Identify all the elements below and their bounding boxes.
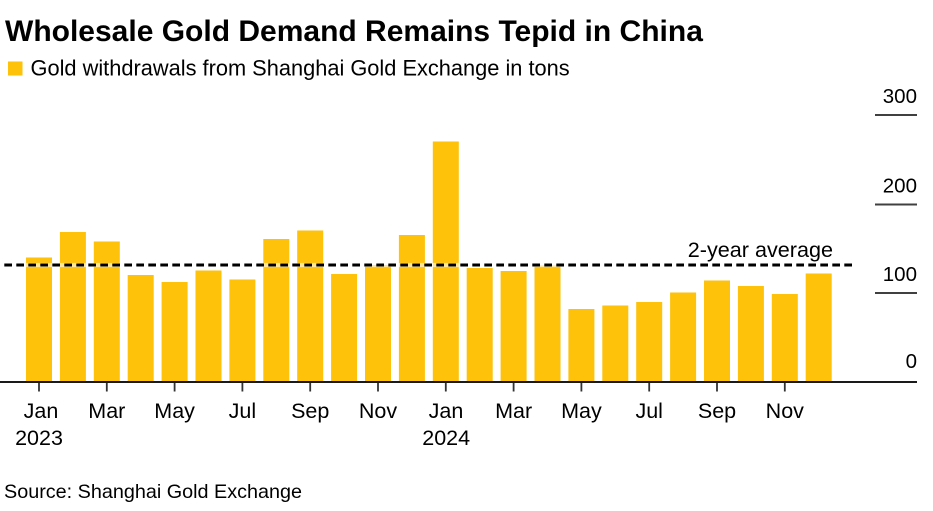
svg-text:Nov: Nov	[766, 399, 804, 423]
svg-text:200: 200	[883, 174, 917, 197]
svg-text:2024: 2024	[422, 426, 470, 450]
svg-text:Source: Shanghai Gold Exchange: Source: Shanghai Gold Exchange	[4, 481, 302, 503]
svg-text:Wholesale Gold Demand Remains: Wholesale Gold Demand Remains Tepid in C…	[5, 15, 703, 48]
svg-text:Jan: Jan	[24, 399, 59, 423]
svg-text:May: May	[561, 399, 602, 423]
svg-text:100: 100	[883, 263, 917, 286]
svg-text:2023: 2023	[15, 426, 63, 450]
svg-text:Jul: Jul	[635, 399, 662, 423]
svg-text:Mar: Mar	[88, 399, 125, 423]
svg-text:300: 300	[883, 85, 917, 108]
svg-text:Jan: Jan	[429, 399, 464, 423]
svg-text:0: 0	[906, 350, 917, 373]
svg-text:Nov: Nov	[359, 399, 397, 423]
svg-text:Mar: Mar	[495, 399, 532, 423]
svg-text:Sep: Sep	[698, 399, 736, 423]
svg-text:Sep: Sep	[291, 399, 329, 423]
svg-text:2-year average: 2-year average	[688, 237, 833, 262]
svg-text:Jul: Jul	[229, 399, 256, 423]
svg-text:Gold withdrawals from Shanghai: Gold withdrawals from Shanghai Gold Exch…	[31, 56, 570, 81]
svg-text:May: May	[154, 399, 195, 423]
